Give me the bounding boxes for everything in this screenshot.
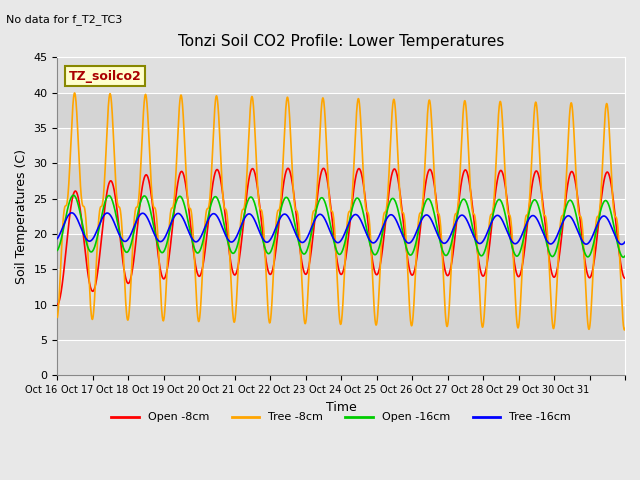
Bar [58,57,625,93]
Title: Tonzi Soil CO2 Profile: Lower Temperatures: Tonzi Soil CO2 Profile: Lower Temperatur… [178,34,504,49]
Legend: Open -8cm, Tree -8cm, Open -16cm, Tree -16cm: Open -8cm, Tree -8cm, Open -16cm, Tree -… [107,408,575,427]
Bar [58,340,625,375]
Bar [58,163,625,199]
Bar [58,305,625,340]
X-axis label: Time: Time [326,400,356,413]
Bar [58,199,625,234]
Bar [58,234,625,269]
Text: TZ_soilco2: TZ_soilco2 [68,70,141,83]
Y-axis label: Soil Temperatures (C): Soil Temperatures (C) [15,149,28,284]
Bar [58,93,625,128]
Text: No data for f_T2_TC3: No data for f_T2_TC3 [6,14,123,25]
Bar [58,269,625,305]
Bar [58,128,625,163]
